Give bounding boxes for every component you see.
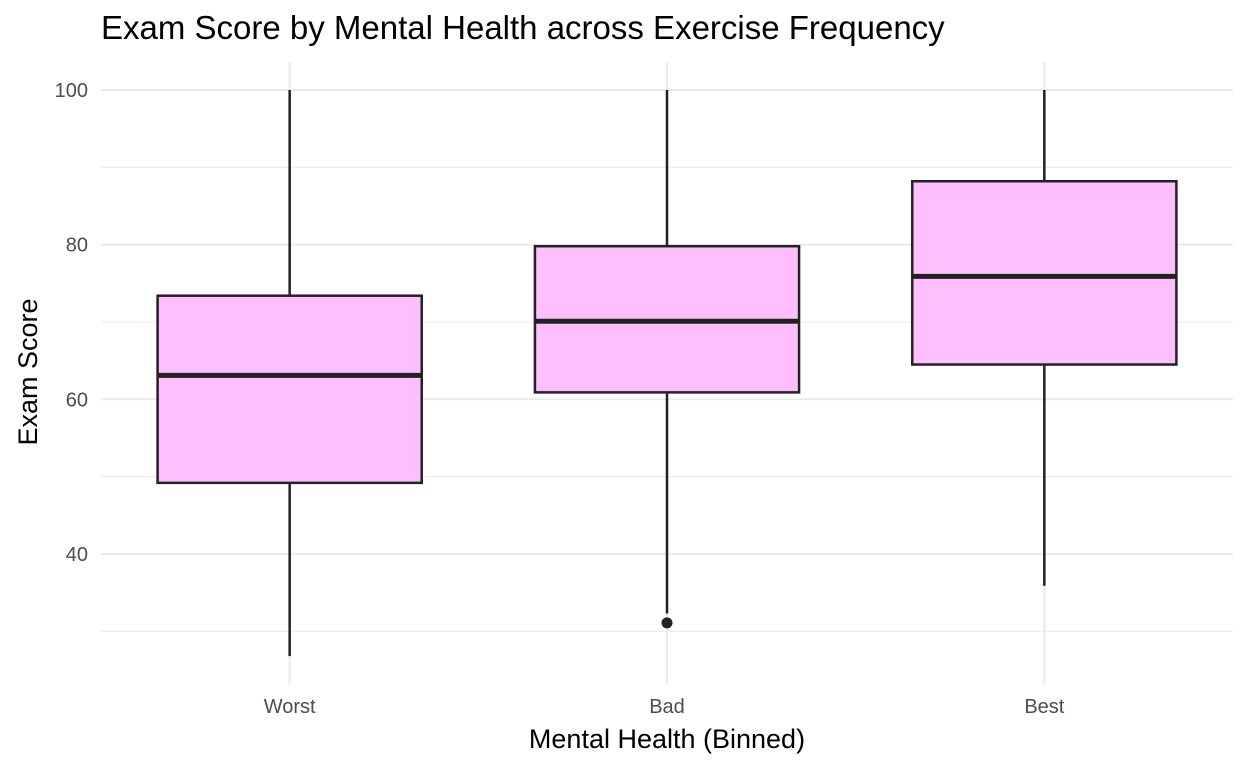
outlier-point bbox=[661, 617, 673, 629]
box-best bbox=[911, 90, 1178, 586]
y-tick-label: 60 bbox=[66, 389, 88, 411]
iqr-box bbox=[156, 294, 423, 485]
x-axis-title: Mental Health (Binned) bbox=[529, 724, 805, 754]
x-tick-label: Best bbox=[1024, 696, 1064, 718]
iqr-box bbox=[911, 180, 1178, 366]
y-tick-label: 40 bbox=[66, 544, 88, 566]
x-tick-label: Worst bbox=[264, 696, 316, 718]
chart-title: Exam Score by Mental Health across Exerc… bbox=[101, 9, 945, 46]
y-tick-labels: 40 60 80 100 bbox=[55, 80, 88, 566]
x-tick-labels: Worst Bad Best bbox=[264, 696, 1065, 718]
y-tick-label: 100 bbox=[55, 80, 88, 102]
box-worst bbox=[156, 90, 423, 657]
y-axis-title: Exam Score bbox=[13, 298, 43, 445]
box-bad bbox=[533, 90, 801, 629]
x-tick-label: Bad bbox=[649, 696, 685, 718]
y-tick-label: 80 bbox=[66, 235, 88, 257]
box-series bbox=[156, 90, 1178, 657]
